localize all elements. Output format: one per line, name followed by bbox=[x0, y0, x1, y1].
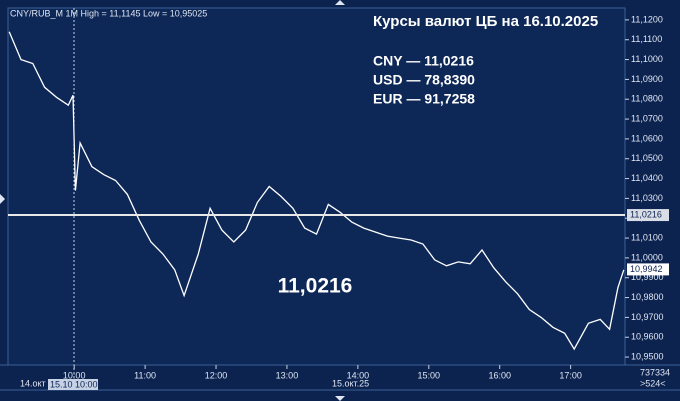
plot-area bbox=[7, 7, 626, 366]
y-tick-label: 11,1000 bbox=[631, 54, 663, 64]
y-tick-label: 10,9600 bbox=[631, 332, 664, 342]
price-line bbox=[8, 31, 625, 351]
title: Курсы валют ЦБ на 16.10.2025 bbox=[373, 13, 598, 30]
x-tick-label: 10:00 bbox=[63, 370, 86, 380]
y-tick-label: 11,0100 bbox=[631, 232, 663, 242]
handle bbox=[335, 0, 345, 5]
y-tick-label: 11,1100 bbox=[631, 34, 662, 44]
footer-label: 14.окт bbox=[20, 378, 46, 388]
reference-badge bbox=[627, 209, 669, 222]
y-tick-label: 11,1200 bbox=[631, 14, 663, 24]
header: CNY/RUB_M 1M High = 11,1145 Low = 10,950… bbox=[10, 8, 207, 18]
handle bbox=[335, 396, 345, 401]
y-tick-label: 11,0500 bbox=[631, 153, 663, 163]
x-tick-label: 16:00 bbox=[488, 370, 511, 380]
y-tick-label: 11,0400 bbox=[631, 173, 663, 183]
center-label: 11,0216 bbox=[278, 275, 353, 298]
corner-label: 737334 bbox=[640, 367, 670, 377]
y-tick-label: 10,9700 bbox=[631, 312, 664, 322]
x-tick-label: 11:00 bbox=[134, 370, 156, 380]
footer-label: 15.10 10:00 bbox=[50, 379, 98, 389]
handle bbox=[0, 194, 5, 204]
y-tick-label: 11,0300 bbox=[631, 193, 663, 203]
y-tick-label: 10,9500 bbox=[631, 351, 664, 361]
rate: CNY — 11,0216 bbox=[373, 53, 474, 69]
y-tick-label: 11,0700 bbox=[631, 113, 663, 123]
x-tick-label: 12:00 bbox=[205, 370, 228, 380]
y-tick-label: 11,0000 bbox=[631, 252, 663, 262]
footer-badge bbox=[48, 379, 98, 390]
x-tick-label: 13:00 bbox=[276, 370, 299, 380]
x-tick-label: 14:00 bbox=[347, 370, 370, 380]
rate: EUR — 91,7258 bbox=[373, 91, 475, 107]
y-tick-label: 11,0600 bbox=[631, 133, 663, 143]
y-tick-label: 11,0800 bbox=[631, 94, 663, 104]
rate: USD — 78,8390 bbox=[373, 72, 475, 88]
y-tick-label: 10,9800 bbox=[631, 292, 664, 302]
reference-label: 11,0216 bbox=[630, 209, 662, 219]
corner-label: >524< bbox=[640, 378, 666, 388]
x-tick-label: 15:00 bbox=[418, 370, 441, 380]
footer-label: 15.окт.25 bbox=[332, 378, 369, 388]
x-tick-label: 17:00 bbox=[559, 370, 582, 380]
last-badge bbox=[627, 263, 669, 276]
y-tick-label: 11,0900 bbox=[631, 74, 663, 84]
last-label: 10,9942 bbox=[630, 264, 663, 274]
y-tick-label: 10,9900 bbox=[631, 272, 664, 282]
